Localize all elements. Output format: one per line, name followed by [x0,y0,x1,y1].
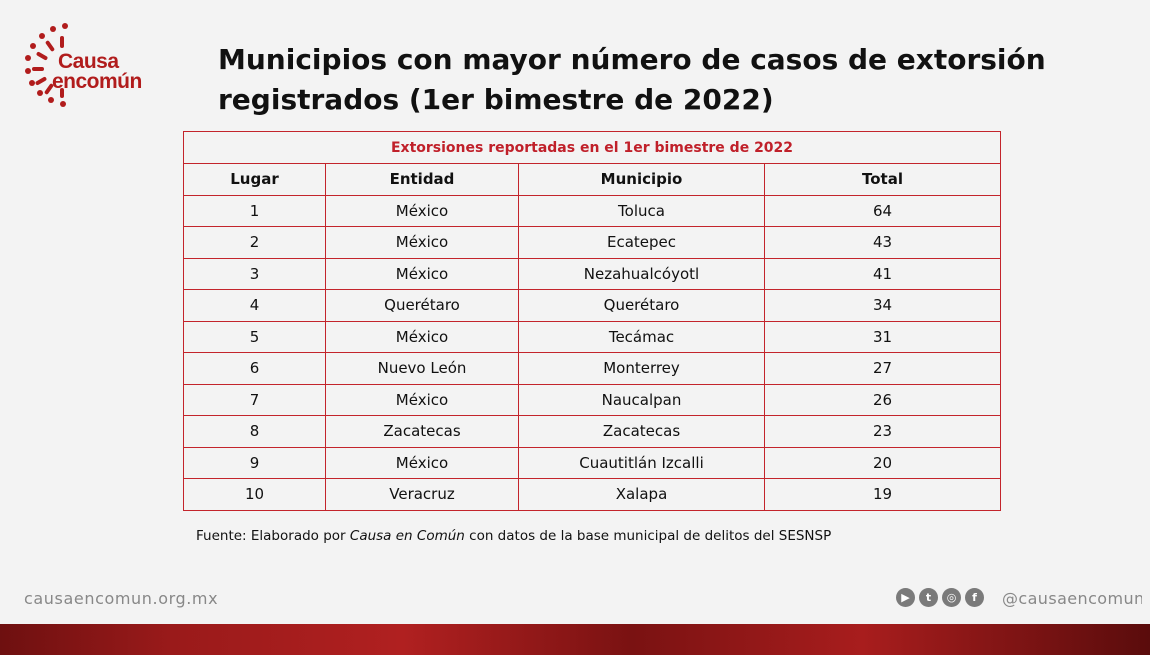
cell-entidad: Querétaro [325,289,519,322]
source-org: Causa en Común [349,528,465,544]
cell-entidad: México [325,257,519,290]
extortion-table: Extorsiones reportadas en el 1er bimestr… [183,131,1001,511]
causa-en-comun-logo: Causa encomún [20,20,160,115]
cell-lugar: 6 [183,352,326,385]
header-total: Total [764,163,1001,196]
cell-total: 43 [764,226,1001,259]
cell-lugar: 1 [183,194,326,227]
cell-municipio: Ecatepec [518,226,765,259]
source-suffix: con datos de la base municipal de delito… [464,528,832,544]
cell-entidad: México [325,446,519,479]
table-row: 1 México Toluca 64 [183,194,1001,227]
cell-total: 64 [764,194,1001,227]
logo-text-encomun: encomún [52,70,142,93]
instagram-icon[interactable]: ◎ [942,588,961,607]
cell-lugar: 7 [183,383,326,416]
cell-total: 19 [764,478,1001,511]
header-lugar: Lugar [183,163,326,196]
table-row: 10 Veracruz Xalapa 19 [183,478,1001,511]
cell-total: 20 [764,446,1001,479]
cell-total: 26 [764,383,1001,416]
cell-entidad: Nuevo León [325,352,519,385]
bottom-decorative-band [0,624,1150,655]
cell-municipio: Cuautitlán Izcalli [518,446,765,479]
header-municipio: Municipio [518,163,765,196]
cell-municipio: Toluca [518,194,765,227]
website-link[interactable]: causaencomun.org.mx [24,589,219,608]
cell-municipio: Monterrey [518,352,765,385]
cell-municipio: Xalapa [518,478,765,511]
source-prefix: Fuente: Elaborado por [196,528,350,544]
cell-municipio: Zacatecas [518,415,765,448]
cell-entidad: México [325,194,519,227]
social-icons: ▶ t ◎ f [896,588,984,607]
youtube-icon[interactable]: ▶ [896,588,915,607]
logo-sunburst-icon [25,23,68,107]
twitter-icon[interactable]: t [919,588,938,607]
cell-total: 27 [764,352,1001,385]
social-handle[interactable]: @causaencomun [1002,589,1142,608]
table-caption: Extorsiones reportadas en el 1er bimestr… [183,131,1001,164]
cell-entidad: México [325,383,519,416]
cell-entidad: México [325,320,519,353]
page-title: Municipios con mayor número de casos de … [218,43,1046,116]
cell-lugar: 3 [183,257,326,290]
cell-entidad: México [325,226,519,259]
cell-total: 31 [764,320,1001,353]
cell-municipio: Tecámac [518,320,765,353]
table-row: 5 México Tecámac 31 [183,320,1001,353]
cell-lugar: 8 [183,415,326,448]
cell-lugar: 9 [183,446,326,479]
cell-lugar: 10 [183,478,326,511]
cell-entidad: Veracruz [325,478,519,511]
cell-lugar: 2 [183,226,326,259]
table-row: 3 México Nezahualcóyotl 41 [183,257,1001,290]
cell-municipio: Nezahualcóyotl [518,257,765,290]
table-row: 7 México Naucalpan 26 [183,383,1001,416]
cell-municipio: Querétaro [518,289,765,322]
header-entidad: Entidad [325,163,519,196]
cell-entidad: Zacatecas [325,415,519,448]
cell-total: 34 [764,289,1001,322]
cell-total: 23 [764,415,1001,448]
table-row: 4 Querétaro Querétaro 34 [183,289,1001,322]
facebook-icon[interactable]: f [965,588,984,607]
source-note: Fuente: Elaborado por Causa en Común con… [196,528,831,544]
cell-municipio: Naucalpan [518,383,765,416]
cell-lugar: 5 [183,320,326,353]
table-row: 2 México Ecatepec 43 [183,226,1001,259]
table-row: 6 Nuevo León Monterrey 27 [183,352,1001,385]
logo-text-causa: Causa [58,50,119,73]
cell-total: 41 [764,257,1001,290]
table-row: 9 México Cuautitlán Izcalli 20 [183,446,1001,479]
cell-lugar: 4 [183,289,326,322]
table-row: 8 Zacatecas Zacatecas 23 [183,415,1001,448]
